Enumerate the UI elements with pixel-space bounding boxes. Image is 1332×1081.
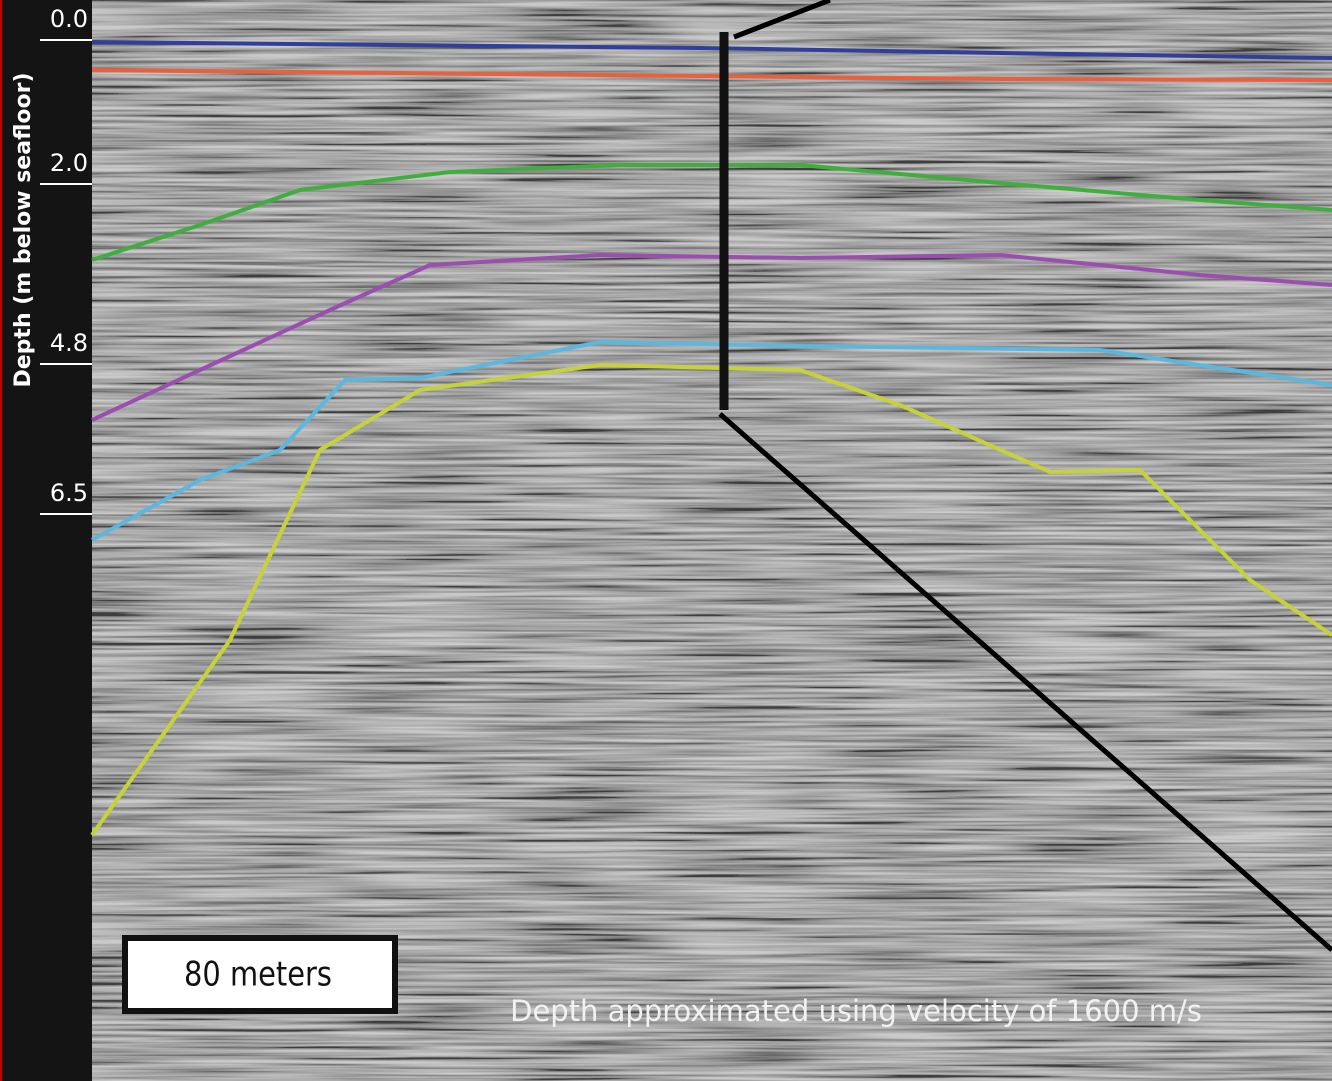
tick-label: 0.0 — [50, 5, 88, 33]
scale-bar-label: 80 meters — [184, 956, 332, 995]
axis-label: Depth (m below seafloor) — [11, 72, 36, 387]
velocity-note: Depth approximated using velocity of 160… — [510, 994, 1202, 1028]
tick-label: 4.8 — [50, 329, 88, 357]
tick-label: 2.0 — [50, 149, 88, 177]
seismic-figure: Depth (m below seafloor) 0.0 2.0 4.8 6.5 80… — [0, 0, 1332, 1081]
tick-label: 6.5 — [50, 479, 88, 507]
